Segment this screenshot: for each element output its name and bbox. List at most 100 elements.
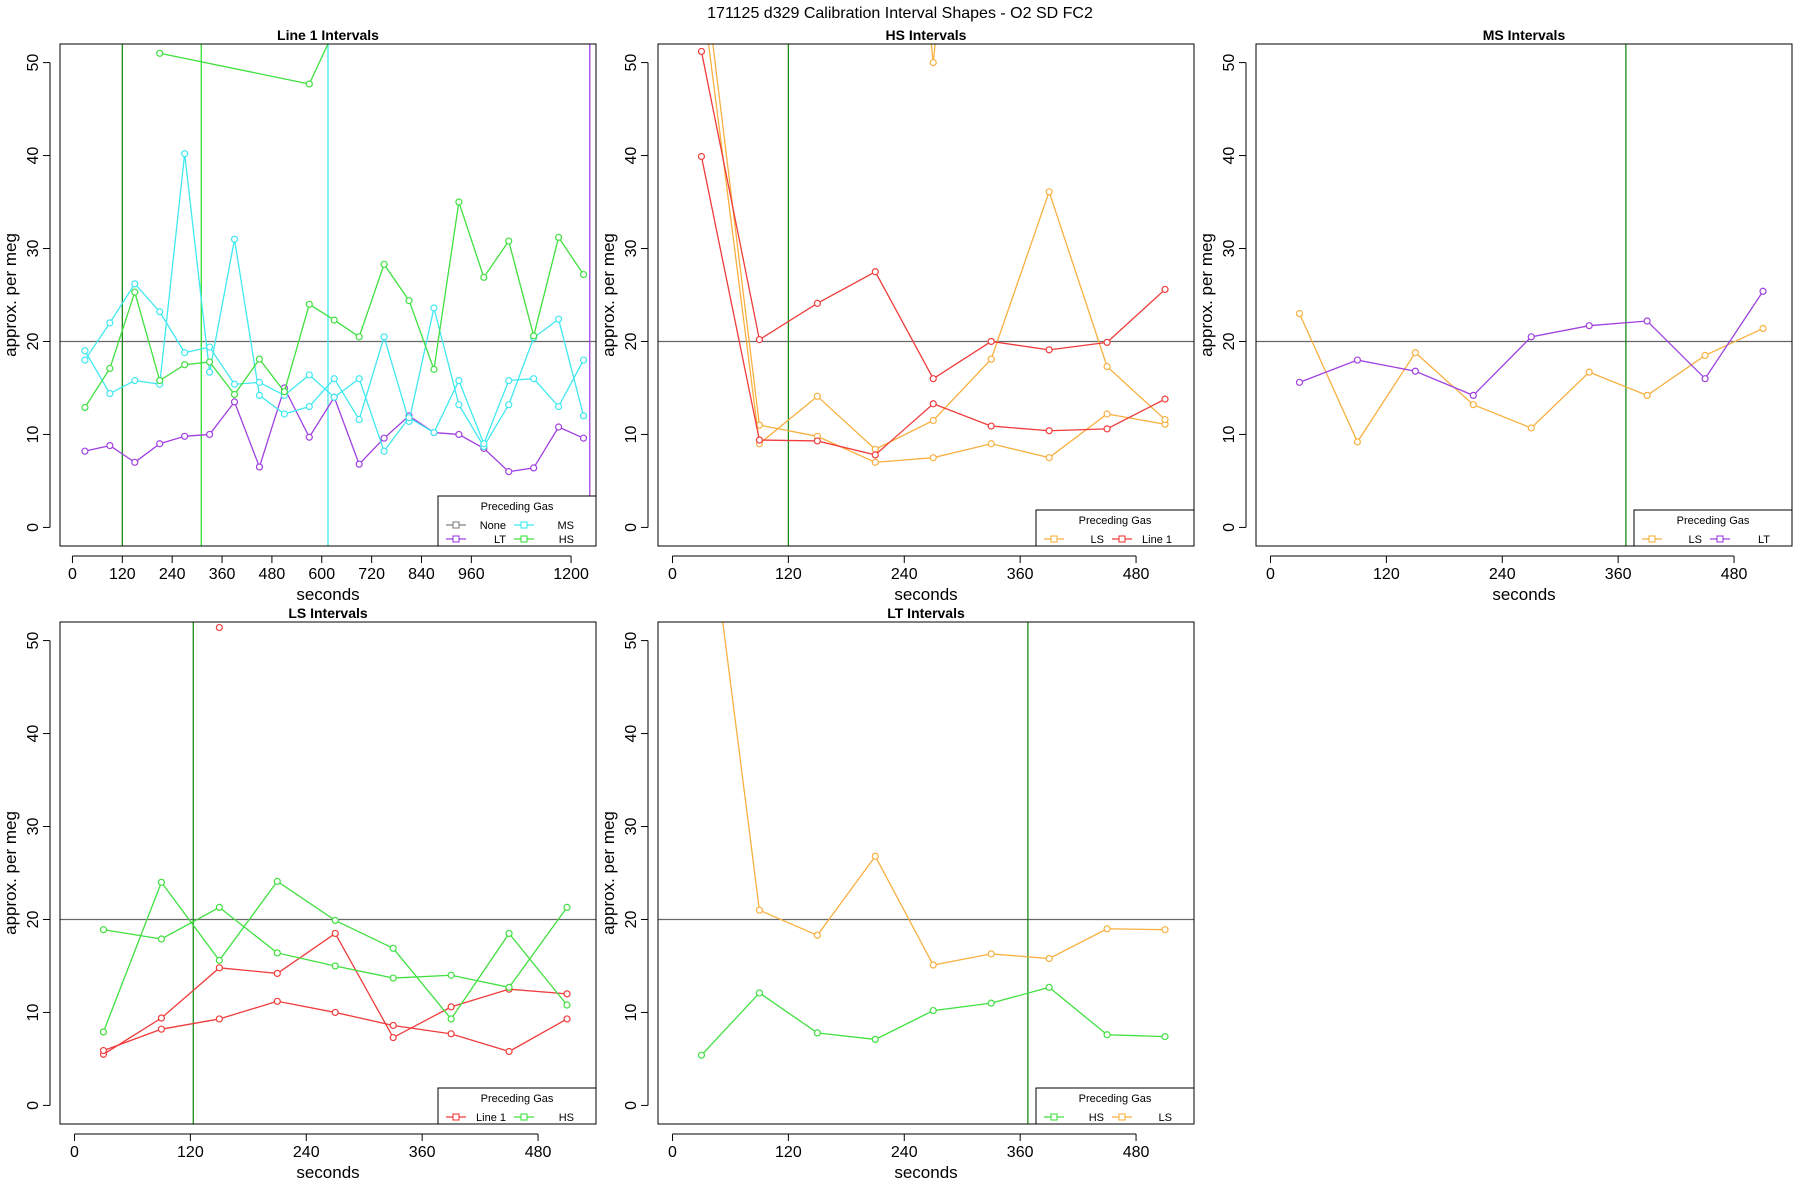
data-point bbox=[330, 393, 338, 401]
y-tick-label: 30 bbox=[1221, 240, 1238, 258]
data-point bbox=[1045, 454, 1053, 462]
data-point bbox=[813, 299, 821, 307]
data-point bbox=[480, 440, 488, 448]
y-tick-label: 40 bbox=[623, 147, 640, 165]
data-point bbox=[1295, 309, 1304, 318]
data-point bbox=[505, 376, 513, 385]
data-point bbox=[1103, 925, 1111, 933]
legend-entry: Line 1 bbox=[446, 1112, 506, 1124]
y-tick-label: 0 bbox=[623, 523, 640, 532]
legend-marker bbox=[1716, 535, 1724, 543]
series-line bbox=[159, 44, 329, 85]
series-line bbox=[700, 986, 1166, 1056]
legend-marker bbox=[1050, 535, 1058, 543]
data-point bbox=[380, 260, 388, 268]
series-hs bbox=[697, 983, 1169, 1059]
data-point bbox=[697, 47, 706, 56]
data-point bbox=[156, 308, 164, 316]
x-tick-label: 480 bbox=[1123, 1144, 1150, 1161]
y-tick-label: 30 bbox=[25, 818, 42, 836]
data-point bbox=[331, 1008, 339, 1017]
data-point bbox=[929, 416, 937, 425]
data-point bbox=[1045, 983, 1053, 991]
x-tick-label: 240 bbox=[1489, 566, 1516, 583]
data-point bbox=[1701, 351, 1709, 360]
y-tick-label: 30 bbox=[623, 240, 640, 258]
x-tick-label: 360 bbox=[1605, 566, 1632, 583]
y-tick-label: 10 bbox=[623, 1003, 640, 1021]
series-line bbox=[700, 156, 1166, 456]
data-point bbox=[355, 460, 363, 468]
data-point bbox=[273, 949, 281, 957]
legend-label: LS bbox=[1159, 1112, 1172, 1124]
data-point bbox=[755, 436, 764, 444]
data-point bbox=[1103, 410, 1111, 418]
data-point bbox=[755, 989, 764, 997]
x-tick-label: 120 bbox=[109, 566, 136, 583]
data-point bbox=[755, 906, 764, 914]
data-point bbox=[389, 1021, 397, 1030]
data-point bbox=[380, 447, 388, 455]
data-point bbox=[106, 364, 114, 373]
data-point bbox=[1161, 1033, 1169, 1041]
y-tick-label: 10 bbox=[623, 425, 640, 443]
data-point bbox=[530, 375, 538, 383]
data-point bbox=[330, 316, 338, 324]
x-tick-label: 0 bbox=[68, 566, 77, 583]
y-axis-label: approx. per meg bbox=[1197, 233, 1216, 357]
data-point bbox=[215, 903, 223, 911]
y-axis: 0 10 20 30 40 50 bbox=[623, 54, 649, 532]
series-hs bbox=[99, 877, 571, 1036]
y-tick-label: 20 bbox=[25, 910, 42, 928]
y-tick-label: 50 bbox=[1221, 54, 1238, 72]
plot-area bbox=[60, 44, 596, 546]
data-point bbox=[1103, 425, 1111, 433]
y-tick-label: 40 bbox=[25, 147, 42, 165]
data-point bbox=[1045, 954, 1053, 963]
data-point bbox=[813, 931, 821, 939]
data-point bbox=[929, 961, 937, 969]
data-point bbox=[1161, 926, 1169, 934]
data-point bbox=[305, 80, 313, 88]
data-point bbox=[813, 1029, 821, 1037]
x-axis: 0 120 240 360 480 bbox=[1266, 555, 1747, 583]
y-axis-label: approx. per meg bbox=[1, 233, 20, 357]
chart-panel-line-1-intervals: Line 1 Intervals 0 120 240 360 480 600 720 840 96… bbox=[1, 27, 597, 604]
x-axis-label: seconds bbox=[894, 1163, 957, 1182]
x-axis: 0 120 240 360 480 bbox=[70, 1133, 551, 1161]
data-point bbox=[389, 944, 397, 952]
y-tick-label: 30 bbox=[25, 240, 42, 258]
data-point bbox=[1469, 391, 1477, 399]
data-point bbox=[157, 935, 166, 943]
x-tick-label: 360 bbox=[409, 1144, 436, 1161]
data-point bbox=[131, 376, 139, 385]
legend-title: Preceding Gas bbox=[481, 501, 554, 513]
data-point bbox=[447, 1015, 455, 1023]
data-point bbox=[871, 852, 879, 860]
data-point bbox=[157, 1025, 166, 1033]
chart-panel-ls-intervals: LS Intervals 0 120 240 360 480 seconds 0 10 20 30 4… bbox=[1, 605, 597, 1182]
x-tick-label: 120 bbox=[775, 1144, 802, 1161]
data-point bbox=[205, 358, 214, 366]
chart-panel-ms-intervals: MS Intervals 0 120 240 360 480 seconds 0 10 20 30 4… bbox=[1197, 27, 1793, 604]
legend-entry: HS bbox=[514, 1112, 574, 1124]
data-point bbox=[929, 454, 937, 462]
x-axis-label: seconds bbox=[296, 585, 359, 604]
data-point bbox=[157, 1014, 166, 1022]
data-point bbox=[505, 237, 513, 245]
data-point bbox=[131, 280, 139, 288]
data-point bbox=[215, 964, 223, 972]
legend-box bbox=[1035, 1087, 1195, 1125]
legend-entry: HS bbox=[1044, 1112, 1104, 1124]
x-tick-label: 960 bbox=[458, 566, 485, 583]
data-point bbox=[215, 623, 223, 632]
x-tick-label: 0 bbox=[668, 566, 677, 583]
plot-frame bbox=[1255, 43, 1793, 547]
series-line-1 bbox=[697, 47, 1169, 383]
x-tick-label: 120 bbox=[177, 1144, 204, 1161]
data-point bbox=[156, 440, 164, 448]
y-tick-label: 50 bbox=[623, 54, 640, 72]
data-point bbox=[230, 398, 239, 406]
data-point bbox=[1759, 287, 1767, 295]
